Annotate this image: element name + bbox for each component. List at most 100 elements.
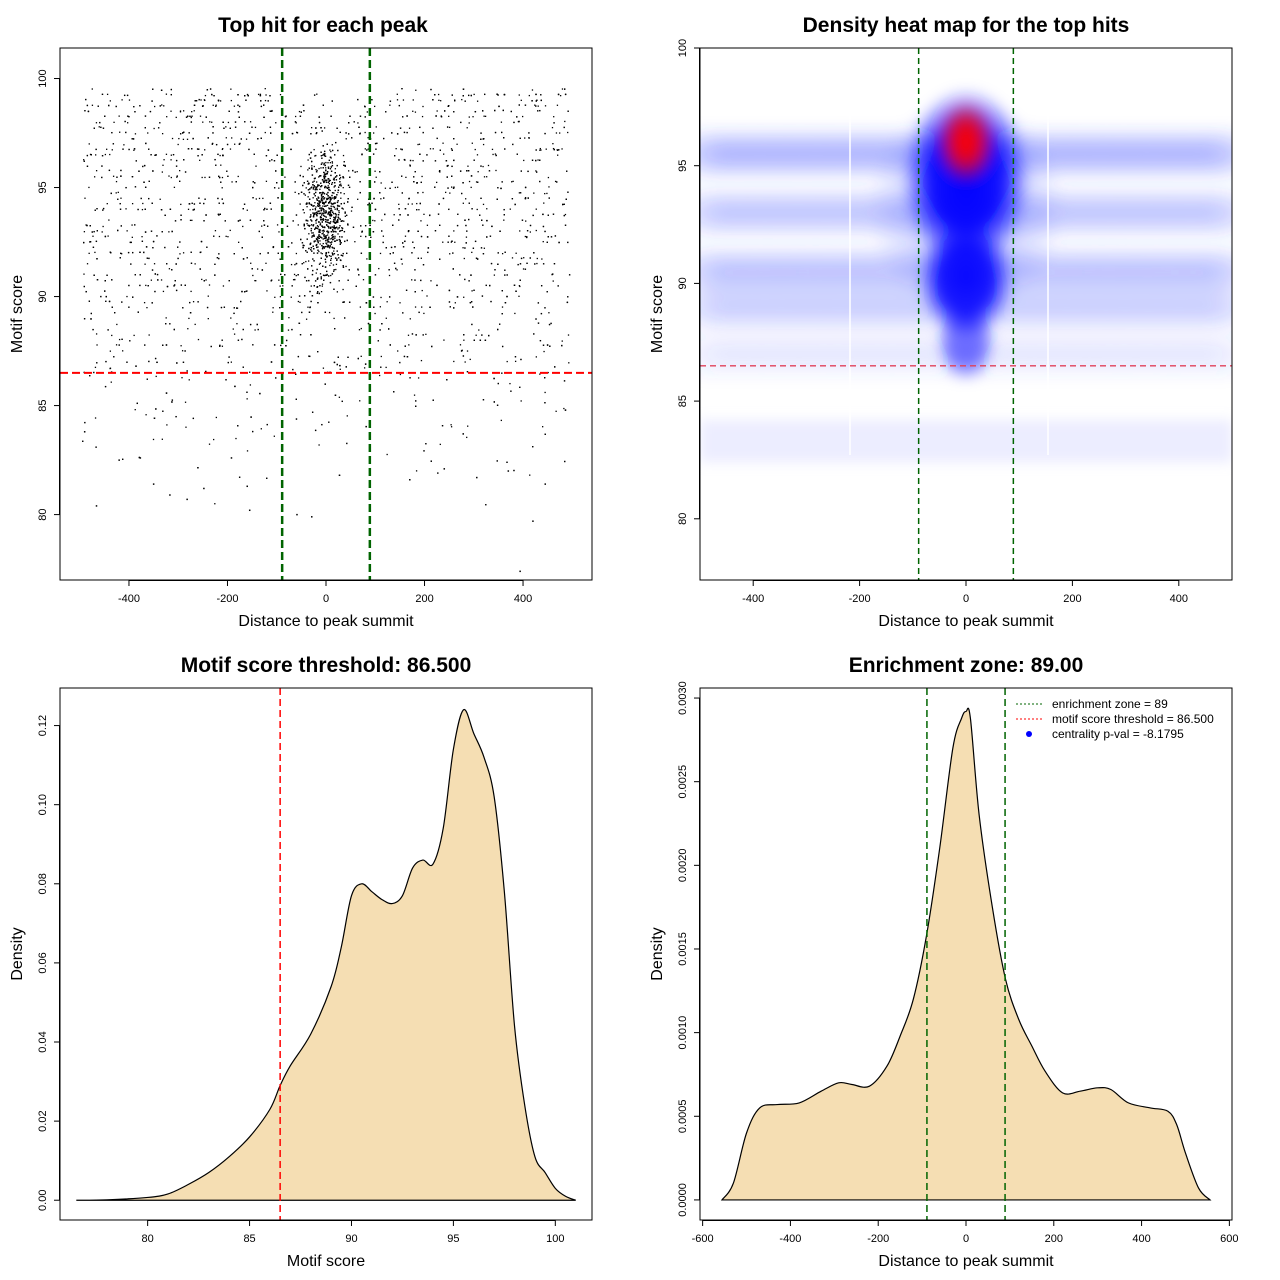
x-axis-label: Distance to peak summit xyxy=(238,613,414,630)
data-point xyxy=(504,148,506,150)
data-point xyxy=(318,203,320,205)
data-point xyxy=(531,89,534,91)
data-point xyxy=(228,110,230,113)
data-point xyxy=(394,155,396,157)
data-point xyxy=(217,153,219,156)
data-point xyxy=(84,421,86,424)
data-point xyxy=(450,241,452,243)
data-point xyxy=(466,371,469,373)
data-point xyxy=(219,154,221,157)
data-point xyxy=(131,236,133,238)
data-point xyxy=(88,300,91,302)
data-point xyxy=(146,257,148,259)
x-tick-label: -200 xyxy=(216,593,238,605)
data-point xyxy=(503,214,505,216)
data-point xyxy=(165,344,168,346)
data-point xyxy=(101,231,103,233)
data-point xyxy=(144,344,146,346)
data-point xyxy=(156,361,158,364)
data-point xyxy=(136,402,138,405)
data-point xyxy=(340,242,342,244)
data-point xyxy=(229,229,231,232)
data-point xyxy=(214,503,216,505)
data-point xyxy=(95,240,98,243)
data-point xyxy=(333,240,336,242)
data-point xyxy=(326,243,328,245)
data-point xyxy=(537,302,540,304)
data-point xyxy=(310,203,312,206)
data-point xyxy=(339,240,341,243)
data-point xyxy=(460,121,462,124)
data-point xyxy=(364,116,366,118)
data-point xyxy=(365,425,367,428)
data-point xyxy=(311,165,313,167)
data-point xyxy=(380,366,382,368)
data-point xyxy=(336,164,338,167)
data-point xyxy=(267,252,269,254)
data-point xyxy=(364,131,366,134)
data-point xyxy=(421,289,423,292)
data-point xyxy=(287,246,290,248)
data-point xyxy=(326,179,328,181)
data-point xyxy=(483,93,486,96)
data-point xyxy=(234,385,236,388)
data-point xyxy=(392,224,394,226)
data-point xyxy=(322,218,324,220)
data-point xyxy=(347,201,349,203)
data-point xyxy=(186,498,188,501)
data-point xyxy=(412,110,414,112)
data-point xyxy=(464,219,466,221)
data-point xyxy=(112,175,115,177)
data-point xyxy=(394,186,397,189)
data-point xyxy=(333,247,335,250)
data-point xyxy=(489,235,492,237)
data-point xyxy=(385,247,387,249)
data-point xyxy=(315,181,318,183)
data-point xyxy=(93,176,96,178)
data-point xyxy=(446,165,449,167)
data-point xyxy=(89,153,92,156)
data-point xyxy=(373,306,375,308)
data-point xyxy=(448,289,451,292)
data-point xyxy=(254,126,257,129)
data-point xyxy=(184,401,187,403)
data-point xyxy=(317,210,319,212)
data-point xyxy=(225,126,227,128)
data-point xyxy=(322,205,324,207)
data-point xyxy=(278,231,280,233)
data-point xyxy=(270,280,272,282)
data-point xyxy=(320,276,322,278)
data-point xyxy=(352,169,354,172)
data-point xyxy=(313,94,316,96)
data-point xyxy=(144,127,146,129)
data-point xyxy=(177,143,179,146)
data-point xyxy=(207,295,209,297)
data-point xyxy=(385,317,387,319)
data-point xyxy=(134,111,136,113)
data-point xyxy=(341,400,343,403)
data-point xyxy=(260,428,262,430)
y-tick-label: 95 xyxy=(677,160,689,172)
data-point xyxy=(548,323,551,326)
data-point xyxy=(342,252,344,255)
data-point xyxy=(100,126,102,129)
data-point xyxy=(170,110,172,112)
data-point xyxy=(122,458,124,460)
y-tick-label: 100 xyxy=(37,69,49,87)
data-point xyxy=(197,467,199,469)
data-point xyxy=(553,148,555,151)
data-point xyxy=(421,175,423,178)
data-point xyxy=(297,355,300,358)
data-point xyxy=(468,280,470,282)
data-point xyxy=(249,219,252,221)
data-point xyxy=(333,179,335,181)
data-point xyxy=(319,262,321,264)
data-point xyxy=(506,274,508,276)
data-point xyxy=(366,111,368,113)
data-point xyxy=(423,213,425,215)
data-point xyxy=(322,265,324,267)
data-point xyxy=(337,221,339,223)
data-point xyxy=(448,208,450,211)
data-point xyxy=(206,306,209,309)
data-point xyxy=(338,257,340,259)
